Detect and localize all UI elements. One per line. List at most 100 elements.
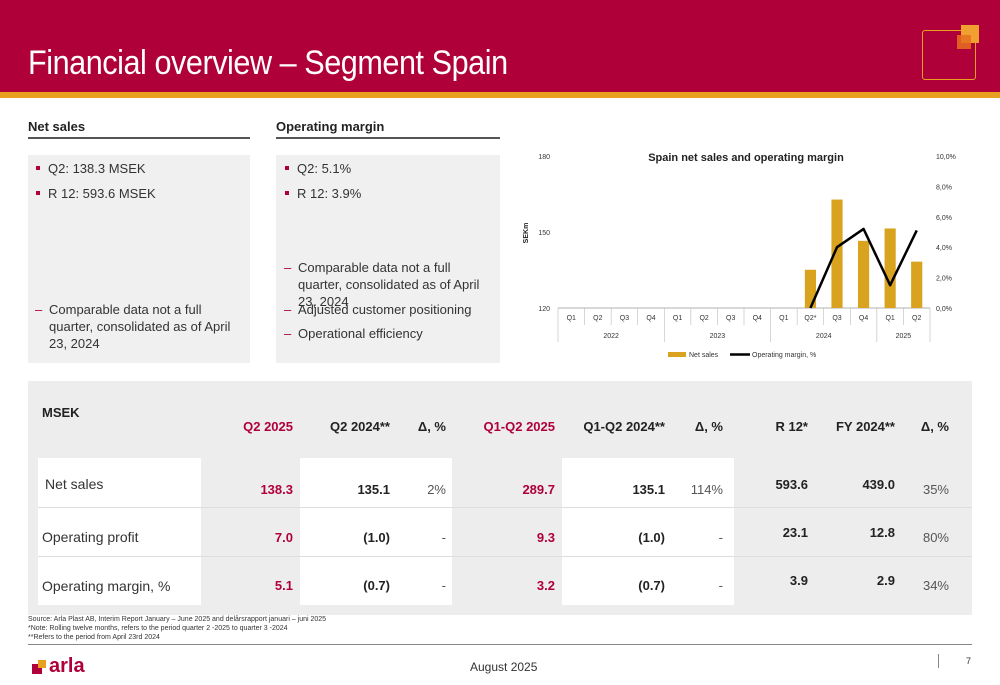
operating-margin-divider (276, 137, 500, 139)
table-cell: (0.7) (363, 578, 390, 593)
footer-date: August 2025 (470, 660, 538, 674)
operating-margin-note: – Comparable data not a full quarter, con… (284, 260, 480, 309)
table-cell: 3.9 (789, 573, 808, 588)
x-tick-label: Q2 (912, 315, 921, 322)
source-notes: Source: Arla Plast AB, Interim Report Ja… (28, 615, 326, 642)
y-axis-label: SEKm (523, 223, 530, 244)
table-cell: 3.2 (536, 578, 555, 593)
row-label: Operating margin, % (42, 578, 171, 594)
table-cell: 7.0 (274, 530, 293, 545)
table-cell: 80% (922, 530, 949, 545)
row-divider (38, 507, 972, 508)
footer-separator (938, 654, 939, 668)
x-tick-label: Q2 (699, 315, 708, 322)
column-header: Q2 2024** (330, 419, 390, 434)
operating-margin-line (809, 227, 918, 309)
chart-title: Spain net sales and operating margin (648, 152, 844, 164)
x-tick-label: Q4 (646, 315, 655, 322)
header-accent-stripe (0, 92, 1000, 98)
table-unit-label: MSEK (42, 405, 80, 420)
table-cell: (0.7) (638, 578, 665, 593)
net-sales-bar (804, 269, 817, 308)
table-cell: 135.1 (632, 482, 665, 497)
table-cell: - (718, 578, 723, 593)
y-tick-label: 120 (538, 306, 550, 313)
y-tick-label: 180 (538, 154, 550, 161)
page-title: Financial overview – Segment Spain (28, 44, 508, 82)
x-tick-label: Q4 (753, 315, 762, 322)
table-cell: 439.0 (862, 477, 895, 492)
legend-label-net-sales: Net sales (689, 352, 719, 359)
row-label: Operating profit (42, 529, 139, 545)
table-cell: 138.3 (260, 482, 293, 497)
table-cell: 12.8 (869, 525, 895, 540)
x-tick-label: Q3 (832, 315, 841, 322)
x-tick-label: Q1 (779, 315, 788, 322)
year-label: 2024 (816, 333, 832, 340)
year-label: 2022 (603, 333, 619, 340)
net-sales-bar (884, 228, 896, 308)
y2-tick-label: 8,0% (936, 184, 952, 191)
operating-margin-note: – Operational efficiency (284, 326, 423, 341)
x-tick-label: Q1 (673, 315, 682, 322)
brand-mark-icon (922, 25, 979, 80)
x-tick-label: Q3 (726, 315, 735, 322)
table-cell: - (718, 530, 723, 545)
table-cell: 289.7 (522, 482, 555, 497)
y-tick-label: 150 (538, 230, 550, 237)
net-sales-bullet: R 12: 593.6 MSEK (36, 186, 156, 201)
x-tick-label: Q2* (804, 315, 816, 322)
year-label: 2025 (896, 333, 912, 340)
x-tick-label: Q1 (885, 315, 894, 322)
x-tick-label: Q2 (593, 315, 602, 322)
net-sales-bullet: Q2: 138.3 MSEK (36, 161, 146, 176)
operating-margin-heading: Operating margin (276, 119, 385, 134)
table-cell: (1.0) (638, 530, 665, 545)
page-number: 7 (966, 656, 972, 666)
row-label: Net sales (45, 476, 104, 492)
column-header: Δ, % (417, 419, 446, 434)
net-sales-bar (831, 199, 843, 308)
net-sales-bar (857, 240, 870, 308)
operating-margin-bullet: R 12: 3.9% (285, 186, 361, 201)
table-cell: 35% (922, 482, 949, 497)
footer-divider (28, 644, 972, 645)
arla-logo-icon (32, 660, 46, 674)
table-cell: 9.3 (536, 530, 555, 545)
operating-margin-bullet: Q2: 5.1% (285, 161, 351, 176)
source-note: Source: Arla Plast AB, Interim Report Ja… (28, 616, 327, 623)
x-tick-label: Q3 (620, 315, 629, 322)
legend-label-operating-margin: Operating margin, % (752, 352, 816, 359)
operating-margin-note: – Adjusted customer positioning (284, 302, 472, 317)
net-sales-heading: Net sales (28, 119, 86, 134)
net-sales-panel (28, 155, 250, 363)
y2-tick-label: 6,0% (936, 215, 952, 222)
table-cell: 114% (690, 482, 723, 497)
table-cell: - (441, 578, 446, 593)
table-cell: 593.6 (775, 477, 808, 492)
table-cell: 135.1 (357, 482, 390, 497)
table-cell: 2.9 (876, 573, 895, 588)
net-sales-divider (28, 137, 250, 139)
footnote-r12: *Note: Rolling twelve months, refers to … (28, 625, 288, 632)
y2-tick-label: 10,0% (936, 154, 956, 161)
table-cell: (1.0) (363, 530, 390, 545)
table-cell: - (441, 530, 446, 545)
x-tick-label: Q4 (859, 315, 868, 322)
column-header: Q1-Q2 2025 (483, 419, 555, 434)
column-header: R 12* (775, 419, 808, 434)
arla-logo: arla (32, 655, 85, 678)
row-label-column (38, 458, 201, 605)
x-tick-label: Q1 (567, 315, 576, 322)
operating-margin-panel (276, 155, 500, 363)
column-header: Q1-Q2 2024** (583, 419, 665, 434)
net-sales-note: – Comparable data not a full quarter, con… (35, 302, 231, 351)
y2-tick-label: 2,0% (936, 276, 952, 283)
y2-tick-label: 0,0% (936, 306, 952, 313)
table-cell: 34% (922, 578, 949, 593)
footnote-period: **Refers to the period from April 23rd 2… (28, 634, 160, 641)
column-header: Δ, % (694, 419, 723, 434)
table-cell: 23.1 (782, 525, 808, 540)
row-divider (38, 556, 972, 557)
table-cell: 5.1 (274, 578, 293, 593)
